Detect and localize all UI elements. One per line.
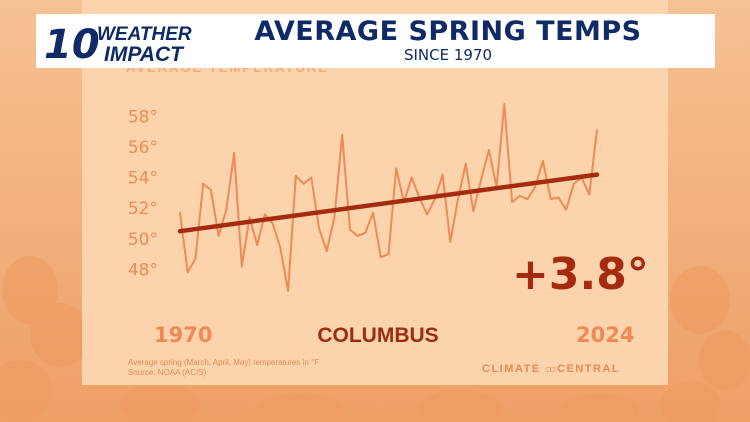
data-point-1996: [379, 256, 382, 259]
data-point-1998: [395, 167, 398, 170]
weather-impact-logo: 10 WEATHER IMPACT: [44, 22, 192, 66]
y-tick-label: 54°: [128, 169, 158, 189]
trend-line: [177, 172, 600, 234]
data-point-1993: [356, 234, 359, 237]
data-point-1983: [279, 247, 282, 249]
y-tick-label: 58°: [128, 107, 158, 127]
x-label-end: 2024: [576, 323, 634, 347]
data-point-2018: [549, 198, 552, 201]
data-point-1979: [248, 216, 251, 219]
data-point-2000: [410, 176, 413, 179]
data-point-1981: [263, 213, 266, 216]
page-subtitle: SINCE 1970: [403, 46, 493, 64]
data-point-2019: [557, 196, 560, 199]
logo-word-impact: IMPACT: [104, 43, 185, 66]
data-point-1987: [310, 176, 313, 179]
y-tick-label: 50°: [128, 230, 158, 250]
data-point-1991: [341, 133, 344, 136]
data-point-2007: [464, 162, 467, 165]
data-point-1988: [318, 227, 320, 230]
y-tick-label: 52°: [128, 199, 158, 219]
rings-icon: ○○: [544, 362, 556, 376]
data-point-1985: [294, 175, 297, 178]
data-point-1994: [364, 231, 367, 234]
data-point-1977: [233, 152, 236, 155]
data-point-2005: [449, 240, 452, 243]
data-point-2017: [541, 159, 544, 162]
data-point-1973: [202, 182, 205, 185]
page-title: AVERAGE SPRING TEMPS: [254, 16, 642, 47]
data-point-1989: [325, 250, 328, 253]
data-point-2016: [534, 185, 537, 188]
data-point-2008: [472, 210, 475, 213]
data-point-2013: [511, 201, 514, 204]
data-point-2014: [518, 195, 521, 197]
data-point-1984: [287, 289, 290, 292]
data-point-1970: [179, 211, 181, 214]
footnote-line-1: Average spring (March, April, May) tempe…: [128, 358, 320, 367]
data-point-1972: [194, 257, 197, 260]
data-point-2015: [526, 198, 529, 201]
footnote-source: Source: NOAA (ACIS): [128, 368, 207, 377]
logo-word-weather: WEATHER: [97, 24, 192, 45]
data-point-1976: [225, 208, 228, 211]
y-tick-label: 56°: [128, 138, 158, 158]
data-point-2006: [457, 198, 459, 201]
y-axis-ticks: 48° 50° 52° 54° 56° 58°: [128, 107, 158, 280]
header-banner: [36, 14, 715, 68]
data-point-2004: [441, 173, 444, 176]
data-point-1997: [387, 253, 390, 256]
data-point-1974: [209, 188, 212, 191]
data-point-1980: [256, 243, 259, 246]
data-point-2002: [426, 213, 429, 216]
data-point-1992: [348, 228, 351, 231]
data-point-1978: [240, 265, 243, 268]
data-point-2021: [572, 182, 575, 185]
data-point-2012: [503, 103, 506, 106]
data-point-2023: [588, 193, 591, 196]
data-point-1971: [186, 271, 189, 274]
climate-central-logo: CLIMATE ○○ CENTRAL: [482, 362, 620, 376]
data-point-2020: [565, 208, 568, 211]
data-point-2009: [480, 178, 483, 181]
data-point-2024: [596, 129, 598, 132]
data-point-1982: [271, 222, 274, 225]
logo-number: 10: [44, 22, 100, 66]
data-point-2010: [487, 149, 490, 152]
city-label: COLUMBUS: [317, 324, 438, 347]
x-label-start: 1970: [154, 323, 212, 347]
brand-left: CLIMATE: [482, 363, 541, 375]
data-point-1990: [333, 216, 336, 219]
brand-right: CENTRAL: [557, 363, 621, 375]
change-label: +3.8°: [512, 249, 649, 300]
data-point-1986: [302, 182, 305, 185]
tulip-decoration: [0, 256, 750, 422]
data-point-1995: [372, 211, 375, 214]
y-tick-label: 48°: [128, 260, 158, 280]
data-point-1975: [217, 234, 220, 237]
